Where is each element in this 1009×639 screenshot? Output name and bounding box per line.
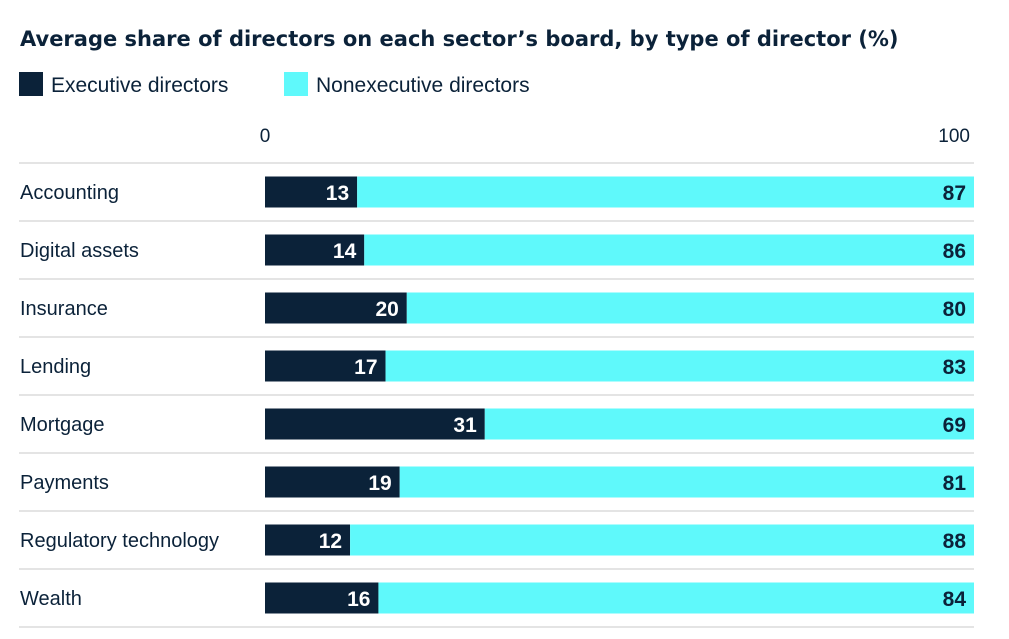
data-label-nonexecutive: 69 bbox=[943, 414, 966, 437]
data-label-nonexecutive: 80 bbox=[943, 298, 966, 321]
data-label-executive: 20 bbox=[375, 298, 398, 321]
bar-nonexecutive bbox=[406, 292, 974, 324]
bar-nonexecutive bbox=[378, 582, 974, 614]
data-label-executive: 16 bbox=[347, 588, 370, 611]
category-label: Mortgage bbox=[20, 414, 105, 436]
bar-executive bbox=[265, 234, 365, 266]
category-label: Insurance bbox=[20, 298, 108, 320]
bar-executive bbox=[265, 350, 386, 382]
bar-row: Wealth 16 84 bbox=[19, 582, 974, 628]
bar-rows: Accounting 13 87 Digital assets 14 86 Insuranc… bbox=[19, 162, 975, 628]
category-label: Lending bbox=[20, 356, 91, 378]
bar-executive bbox=[265, 408, 485, 440]
category-label: Wealth bbox=[20, 588, 82, 610]
bar-executive bbox=[265, 524, 351, 556]
chart-title: Average share of directors on each secto… bbox=[20, 27, 899, 51]
legend: Executive directors Nonexecutive directo… bbox=[19, 72, 530, 97]
legend-label-nonexecutive: Nonexecutive directors bbox=[316, 74, 530, 97]
legend-swatch-executive bbox=[19, 72, 43, 96]
data-label-nonexecutive: 86 bbox=[943, 240, 966, 263]
data-label-executive: 14 bbox=[333, 240, 357, 263]
bar-executive bbox=[265, 466, 400, 498]
legend-swatch-nonexecutive bbox=[284, 72, 308, 96]
bar-executive bbox=[265, 176, 358, 208]
bar-executive bbox=[265, 292, 407, 324]
data-label-nonexecutive: 84 bbox=[943, 588, 967, 611]
bar-nonexecutive bbox=[357, 176, 974, 208]
data-label-nonexecutive: 88 bbox=[943, 530, 967, 553]
category-label: Payments bbox=[20, 472, 109, 494]
bar-nonexecutive bbox=[399, 466, 975, 498]
bar-row: Accounting 13 87 bbox=[19, 176, 974, 222]
bar-row: Payments 19 81 bbox=[19, 466, 975, 512]
bar-row: Lending 17 83 bbox=[19, 350, 974, 396]
data-label-executive: 17 bbox=[354, 356, 377, 379]
category-label: Digital assets bbox=[20, 240, 139, 262]
bar-nonexecutive bbox=[484, 408, 974, 440]
legend-label-executive: Executive directors bbox=[51, 74, 228, 97]
bar-nonexecutive bbox=[364, 234, 974, 266]
x-tick-label-max: 100 bbox=[938, 126, 970, 147]
x-tick-label-min: 0 bbox=[260, 126, 271, 147]
data-label-executive: 12 bbox=[319, 530, 342, 553]
bar-row: Insurance 20 80 bbox=[19, 292, 974, 338]
bar-row: Digital assets 14 86 bbox=[19, 234, 974, 280]
data-label-nonexecutive: 81 bbox=[943, 472, 967, 495]
bar-executive bbox=[265, 582, 379, 614]
category-label: Accounting bbox=[20, 182, 119, 204]
category-label: Regulatory technology bbox=[20, 530, 219, 552]
x-axis-ticks: 0 100 bbox=[260, 126, 970, 147]
data-label-nonexecutive: 83 bbox=[943, 356, 966, 379]
bar-row: Mortgage 31 69 bbox=[19, 408, 974, 454]
bar-nonexecutive bbox=[385, 350, 974, 382]
bar-row: Regulatory technology 12 88 bbox=[19, 524, 975, 570]
data-label-executive: 31 bbox=[453, 414, 477, 437]
data-label-executive: 19 bbox=[368, 472, 391, 495]
data-label-nonexecutive: 87 bbox=[943, 182, 966, 205]
bar-nonexecutive bbox=[350, 524, 975, 556]
data-label-executive: 13 bbox=[326, 182, 349, 205]
